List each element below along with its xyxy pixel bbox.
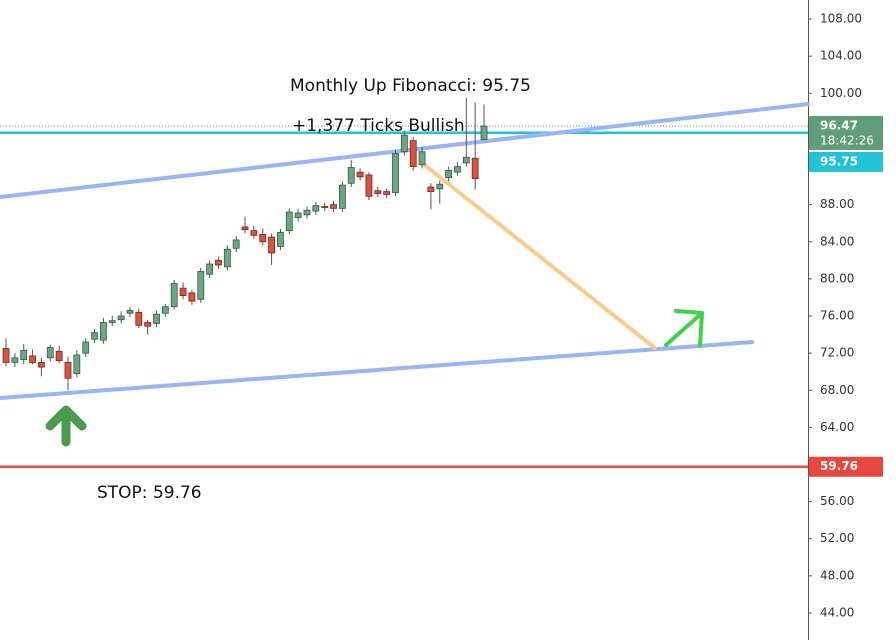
price-label: 59.76 bbox=[820, 459, 858, 473]
candle-body bbox=[117, 315, 125, 321]
y-tick-label: 100.00 bbox=[820, 86, 862, 100]
candle-body bbox=[197, 271, 205, 300]
trend-line bbox=[422, 163, 657, 351]
candle-body bbox=[277, 232, 284, 247]
candle-body bbox=[179, 287, 187, 296]
annotation: +1,377 Ticks Bullish bbox=[292, 116, 465, 136]
candle-body bbox=[241, 226, 249, 231]
price-label-box bbox=[809, 456, 883, 477]
candle-body bbox=[232, 239, 240, 249]
candle-body bbox=[20, 349, 28, 361]
annotation: Monthly Up Fibonacci: 95.75 bbox=[290, 76, 531, 96]
candle-body bbox=[356, 171, 364, 178]
candle-body bbox=[55, 350, 63, 361]
y-tick-label: 72.00 bbox=[820, 346, 854, 360]
y-tick-label: 76.00 bbox=[820, 309, 854, 323]
price-label-box bbox=[809, 116, 883, 151]
candle-body bbox=[409, 140, 417, 167]
y-tick-label: 48.00 bbox=[820, 568, 854, 582]
candle-body bbox=[436, 183, 444, 190]
candle-body bbox=[321, 206, 329, 208]
candle-body bbox=[418, 151, 426, 166]
candle-body bbox=[2, 348, 10, 363]
price-label-box bbox=[809, 152, 883, 173]
candle-body bbox=[454, 166, 461, 173]
candle-body bbox=[82, 341, 90, 354]
candle-body bbox=[91, 332, 98, 340]
up-arrow-big bbox=[45, 405, 87, 447]
candle-body bbox=[153, 313, 160, 324]
candle-body bbox=[206, 263, 214, 275]
y-tick-label: 64.00 bbox=[820, 420, 854, 434]
candle-body bbox=[64, 362, 72, 379]
candle-body bbox=[188, 292, 196, 302]
y-tick-label: 80.00 bbox=[820, 271, 854, 285]
y-tick-label: 52.00 bbox=[820, 531, 854, 545]
candle-body bbox=[11, 357, 19, 363]
candle-body bbox=[338, 184, 346, 209]
candle-body bbox=[38, 362, 45, 368]
candle-body bbox=[383, 191, 391, 195]
trend-line bbox=[0, 339, 755, 401]
y-tick-label: 104.00 bbox=[820, 49, 862, 63]
candle-body bbox=[170, 283, 178, 308]
candle-body bbox=[480, 125, 488, 141]
candle-body bbox=[29, 355, 36, 363]
candle-body bbox=[400, 134, 408, 153]
y-tick-label: 56.00 bbox=[820, 494, 854, 508]
annotation: STOP: 59.76 bbox=[97, 483, 202, 503]
candle-body bbox=[215, 259, 222, 266]
candle-body bbox=[144, 322, 152, 327]
candle-body bbox=[250, 230, 258, 236]
candle-body bbox=[126, 310, 134, 314]
candle-body bbox=[285, 211, 293, 232]
candle-body bbox=[303, 209, 311, 216]
y-tick-label: 84.00 bbox=[820, 234, 854, 248]
candle-body bbox=[312, 205, 320, 212]
candle-body bbox=[365, 174, 373, 197]
candle-body bbox=[471, 157, 479, 180]
candle-body bbox=[259, 233, 267, 243]
candle-body bbox=[73, 354, 81, 374]
up-arrow-small bbox=[664, 309, 704, 348]
y-tick-label: 88.00 bbox=[820, 197, 854, 211]
price-label: 96.47 bbox=[820, 119, 858, 133]
candle-body bbox=[99, 322, 107, 341]
y-tick-label: 68.00 bbox=[820, 383, 854, 397]
candle-body bbox=[46, 347, 54, 359]
candle-body bbox=[347, 167, 355, 184]
candle-body bbox=[427, 186, 435, 193]
candle-body bbox=[108, 320, 116, 323]
y-tick-label: 44.00 bbox=[820, 605, 854, 619]
candle-body bbox=[268, 236, 275, 254]
candle-body bbox=[330, 204, 337, 209]
countdown-label: 18:42:26 bbox=[820, 134, 874, 148]
candle-body bbox=[374, 190, 382, 194]
candle-body bbox=[392, 153, 399, 193]
price-label: 95.75 bbox=[820, 155, 858, 169]
candle-body bbox=[462, 156, 470, 164]
y-tick-label: 108.00 bbox=[820, 12, 862, 26]
candle-body bbox=[135, 311, 143, 326]
candle-body bbox=[161, 306, 169, 314]
candle-body bbox=[294, 212, 302, 219]
candle-body bbox=[223, 248, 231, 268]
plot bbox=[0, 97, 810, 468]
candle-body bbox=[445, 169, 453, 179]
